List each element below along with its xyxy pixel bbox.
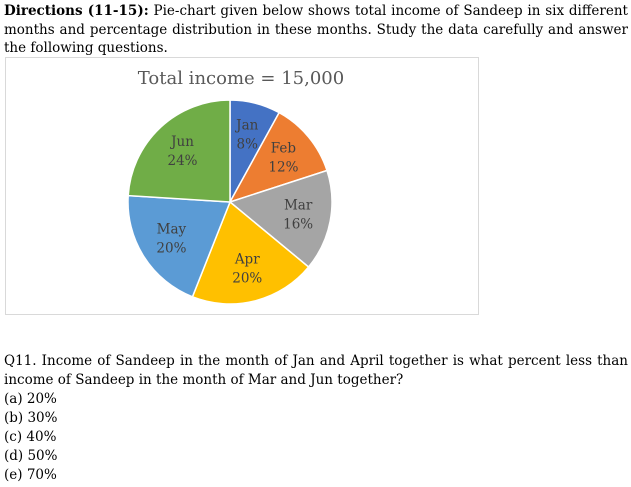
option: (a) 20% bbox=[4, 391, 57, 407]
directions: Directions (11-15): Pie-chart given belo… bbox=[4, 2, 628, 58]
directions-heading: Directions (11-15): bbox=[4, 3, 149, 19]
slice-category: Feb bbox=[271, 140, 296, 156]
option: (e) 70% bbox=[4, 467, 57, 483]
slice-value-label: 8% bbox=[237, 136, 259, 152]
pie-slice bbox=[228, 111, 328, 204]
chart-box: Total income = 15,000 Jan 8% Feb 12% Mar 16% A… bbox=[5, 57, 479, 315]
slice-category: Jan bbox=[234, 117, 258, 133]
slice-category: Mar bbox=[284, 197, 313, 213]
option: (d) 50% bbox=[4, 448, 58, 464]
chart: Total income = 15,000 Jan 8% Feb 12% Mar 16% A… bbox=[127, 68, 344, 305]
slice-value-label: 12% bbox=[268, 159, 298, 175]
pie-slice bbox=[228, 169, 333, 269]
pie-slice bbox=[127, 99, 231, 203]
slice-value-label: 20% bbox=[156, 241, 186, 257]
slice-category: Apr bbox=[234, 252, 260, 268]
question: Q11. Income of Sandeep in the month of J… bbox=[4, 353, 628, 388]
option: (b) 30% bbox=[4, 410, 58, 426]
slice-category: Jun bbox=[169, 134, 194, 150]
directions-text: Pie-chart given below shows total income… bbox=[4, 3, 628, 56]
pie-slice bbox=[191, 200, 310, 305]
slice-value-label: 24% bbox=[168, 153, 198, 169]
slice-category: May bbox=[157, 222, 187, 238]
slice-value-label: 20% bbox=[232, 271, 262, 287]
pie-slice bbox=[127, 194, 232, 298]
option: (c) 40% bbox=[4, 429, 57, 445]
chart-title: Total income = 15,000 bbox=[138, 68, 344, 89]
slice-value-label: 16% bbox=[283, 216, 313, 232]
